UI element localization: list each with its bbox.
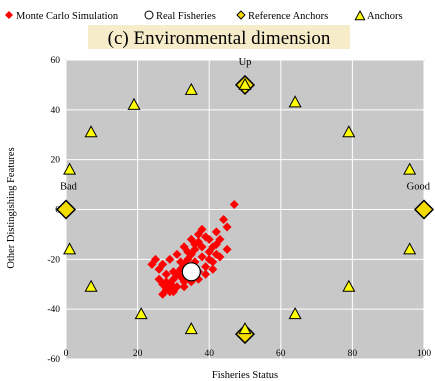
monte-carlo-point	[172, 249, 182, 259]
reference-anchor-point	[413, 199, 435, 220]
monte-carlo-point	[168, 267, 178, 277]
monte-carlo-point	[208, 242, 218, 252]
y-tick-label: 60	[51, 56, 61, 66]
anchor-point	[134, 307, 148, 320]
y-tick-label: 20	[51, 156, 61, 166]
x-tick-label: 100	[417, 349, 432, 359]
monte-carlo-point	[201, 262, 211, 272]
anchor-point	[63, 242, 77, 255]
monte-carlo-point	[208, 264, 218, 274]
monte-carlo-point	[168, 282, 178, 292]
legend-label: Reference Anchors	[248, 11, 328, 22]
data-marks	[55, 74, 435, 345]
x-tick-label: 60	[276, 349, 286, 359]
anchor-point	[84, 125, 98, 138]
annotation-up: Up	[239, 57, 252, 68]
anchor-point	[184, 82, 198, 95]
y-tick-label: -40	[47, 305, 60, 315]
monte-carlo-point	[229, 200, 239, 210]
monte-carlo-point	[179, 282, 189, 292]
monte-carlo-point	[219, 214, 229, 224]
anchor-point	[184, 322, 198, 335]
monte-carlo-point	[222, 244, 232, 254]
y-axis-label: Other Distingishing Features	[6, 147, 17, 268]
y-tick-label: 40	[51, 106, 61, 116]
monte-carlo-point	[204, 254, 214, 264]
anchor-point	[342, 279, 356, 292]
legend-real-fisheries-marker	[144, 10, 154, 20]
annotations: Up Bad Good	[60, 57, 431, 193]
monte-carlo-point	[222, 222, 232, 232]
anchor-point	[127, 97, 141, 110]
anchor-point	[403, 162, 417, 175]
monte-carlo-point	[211, 249, 221, 259]
x-tick-label: 0	[64, 349, 69, 359]
monte-carlo-point	[190, 239, 200, 249]
monte-carlo-point	[168, 287, 178, 297]
anchor-point	[238, 322, 252, 335]
monte-carlo-point	[158, 279, 168, 289]
legend-label: Anchors	[367, 11, 403, 22]
monte-carlo-point	[197, 242, 207, 252]
monte-carlo-point	[158, 289, 168, 299]
x-tick-label: 40	[204, 349, 214, 359]
monte-carlo-point	[158, 259, 168, 269]
x-tick-label: 20	[133, 349, 143, 359]
monte-carlo-point	[201, 232, 211, 242]
legend-anchors-marker	[354, 9, 366, 21]
annotation-good: Good	[407, 182, 431, 193]
x-tick-label: 80	[348, 349, 358, 359]
monte-carlo-point	[211, 227, 221, 237]
legend-monte-carlo-marker	[5, 11, 13, 19]
anchor-point	[84, 279, 98, 292]
anchor-point	[238, 77, 252, 90]
monte-carlo-point	[193, 229, 203, 239]
monte-carlo-point	[183, 247, 193, 257]
chart-legend: Monte Carlo Simulation Real Fisheries Refe…	[5, 9, 403, 22]
monte-carlo-point	[161, 269, 171, 279]
monte-carlo-point	[165, 254, 175, 264]
reference-anchor-point	[55, 199, 77, 220]
monte-carlo-point	[215, 234, 225, 244]
x-axis-label: Fisheries Status	[212, 370, 278, 381]
chart-title: (c) Environmental dimension	[108, 28, 331, 49]
legend-reference-anchors-marker	[236, 10, 246, 20]
annotation-bad: Bad	[60, 182, 78, 193]
legend-label: Monte Carlo Simulation	[16, 11, 119, 22]
y-tick-label: -20	[47, 255, 60, 265]
real-fisheries-point	[181, 262, 201, 282]
monte-carlo-point	[201, 269, 211, 279]
anchor-point	[403, 242, 417, 255]
anchor-point	[288, 307, 302, 320]
y-tick-label: -60	[47, 355, 60, 365]
title-background	[88, 25, 350, 49]
monte-carlo-point	[176, 257, 186, 267]
anchor-point	[342, 125, 356, 138]
legend-label: Real Fisheries	[156, 11, 216, 22]
anchor-point	[288, 95, 302, 108]
anchor-point	[63, 162, 77, 175]
monte-carlo-point	[215, 252, 225, 262]
monte-carlo-point	[197, 252, 207, 262]
monte-carlo-point	[151, 254, 160, 264]
